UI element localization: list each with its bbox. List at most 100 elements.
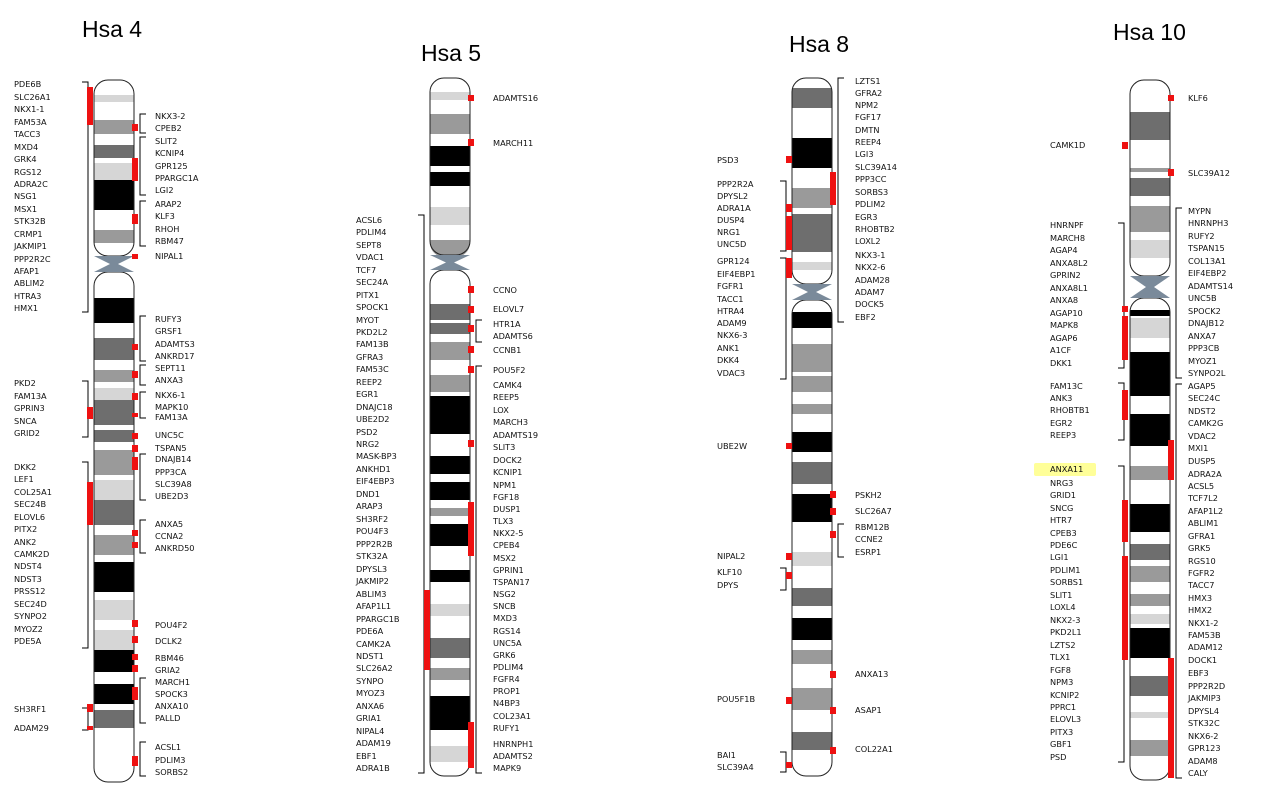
gene-position-marker — [1168, 169, 1174, 176]
gene-label: SEC24B — [14, 499, 47, 509]
gene-label: NDST3 — [14, 574, 42, 584]
gene-label: SLC26A2 — [356, 663, 393, 673]
gene-label: ADAMTS14 — [1188, 281, 1233, 291]
gene-label: GRID1 — [1050, 490, 1076, 500]
chromosome-band — [792, 552, 832, 566]
chromosome-band — [1130, 258, 1170, 276]
gene-label: SNCG — [1050, 503, 1073, 513]
gene-cluster-bracket — [82, 461, 89, 649]
gene-label: JAKMIP3 — [1187, 693, 1221, 703]
gene-position-marker — [1122, 316, 1128, 360]
gene-label: ELOVL6 — [14, 512, 45, 522]
gene-label: ADAM19 — [356, 738, 391, 748]
gene-label: UBE2D2 — [356, 414, 390, 424]
gene-label: COL23A1 — [493, 711, 531, 721]
chromosome-band — [1130, 624, 1170, 628]
chromosome-band — [430, 500, 470, 508]
chromosome-band — [1130, 696, 1170, 712]
chromosome-band — [792, 414, 832, 432]
gene-cluster-bracket — [139, 391, 146, 419]
gene-label: KLF6 — [1188, 93, 1208, 103]
gene-position-marker — [87, 482, 93, 525]
gene-label: SNCA — [14, 416, 37, 426]
gene-label: NKX1-1 — [14, 104, 44, 114]
gene-label: SYNPO — [356, 676, 384, 686]
gene-label: EGR2 — [1050, 418, 1072, 428]
gene-cluster-bracket — [139, 315, 146, 362]
chromosome-band — [1130, 414, 1170, 446]
gene-label: UNC5A — [493, 638, 522, 648]
chromosome-band — [1130, 480, 1170, 504]
chromosome-band — [430, 134, 470, 146]
gene-label: ESRP1 — [855, 547, 881, 557]
band-group — [94, 80, 134, 782]
chromosome-band — [94, 480, 134, 500]
gene-label: NSG1 — [14, 191, 37, 201]
chromosome-band — [1130, 628, 1170, 658]
gene-label: STK32C — [1188, 718, 1220, 728]
gene-position-marker — [87, 87, 93, 125]
gene-label: HTRA4 — [717, 306, 744, 316]
chromosome-band — [94, 400, 134, 425]
gene-label: COL22A1 — [855, 744, 893, 754]
band-group — [430, 78, 470, 776]
gene-position-marker — [830, 491, 836, 498]
chromosome-band — [430, 604, 470, 616]
chromosome-band — [1130, 140, 1170, 168]
chromosome-band — [1130, 168, 1170, 172]
chromosome-band — [94, 620, 134, 630]
gene-label: EIF4EBP3 — [356, 476, 394, 486]
gene-label: VDAC1 — [356, 252, 384, 262]
gene-label: POU5F2 — [493, 365, 526, 375]
chromosome-band — [94, 163, 134, 180]
gene-cluster-bracket — [139, 519, 146, 554]
chromosome-band — [430, 92, 470, 100]
chromosome-band — [792, 270, 832, 284]
chromosome-band — [1130, 566, 1170, 582]
gene-position-marker — [132, 665, 138, 672]
chromosome-band — [430, 516, 470, 524]
gene-label: DUSP1 — [493, 504, 521, 514]
chromosome-band — [792, 300, 832, 312]
chromosome-band — [792, 664, 832, 688]
gene-label: RUFY1 — [493, 723, 520, 733]
gene-label: PDLIM2 — [855, 199, 886, 209]
chromosome-band — [94, 500, 134, 525]
chromosome-band — [1130, 544, 1170, 560]
gene-label: FGF8 — [1050, 665, 1071, 675]
gene-label: HNRNPF — [1050, 220, 1084, 230]
gene-label: KLF10 — [717, 567, 742, 577]
gene-label: HNRNPH1 — [493, 739, 533, 749]
gene-position-marker — [468, 502, 474, 556]
gene-position-marker — [786, 204, 792, 212]
gene-position-marker — [132, 756, 138, 766]
band-group — [792, 78, 832, 776]
gene-position-marker — [132, 654, 138, 660]
gene-label: PSKH2 — [855, 490, 882, 500]
gene-position-marker — [132, 445, 138, 452]
chromosome-band — [792, 432, 832, 452]
chromosome-band — [430, 546, 470, 570]
chromosome-band — [94, 298, 134, 323]
gene-label: RHOBTB1 — [1050, 405, 1090, 415]
chromosome-band — [430, 334, 470, 342]
gene-cluster-bracket — [475, 319, 482, 343]
gene-position-marker — [132, 254, 138, 259]
gene-cluster-bracket — [1175, 383, 1182, 779]
chromosome-band — [94, 338, 134, 360]
gene-label: SEPT11 — [155, 363, 186, 373]
chromosome-band — [1130, 196, 1170, 206]
gene-label: SEC24C — [1188, 393, 1221, 403]
gene-label: MAPK10 — [155, 402, 188, 412]
gene-label: DKK4 — [717, 355, 739, 365]
gene-label: ELOVL7 — [493, 304, 524, 314]
chromosome-band — [430, 616, 470, 638]
gene-cluster-bracket — [418, 214, 425, 774]
gene-cluster-bracket — [139, 453, 146, 501]
gene-label: GRK4 — [14, 154, 37, 164]
chromosome-band — [94, 120, 134, 134]
gene-label: AGAP6 — [1050, 333, 1078, 343]
gene-label: DMTN — [855, 125, 880, 135]
gene-label: TSPAN5 — [154, 443, 187, 453]
gene-label: MARCH8 — [1050, 233, 1085, 243]
